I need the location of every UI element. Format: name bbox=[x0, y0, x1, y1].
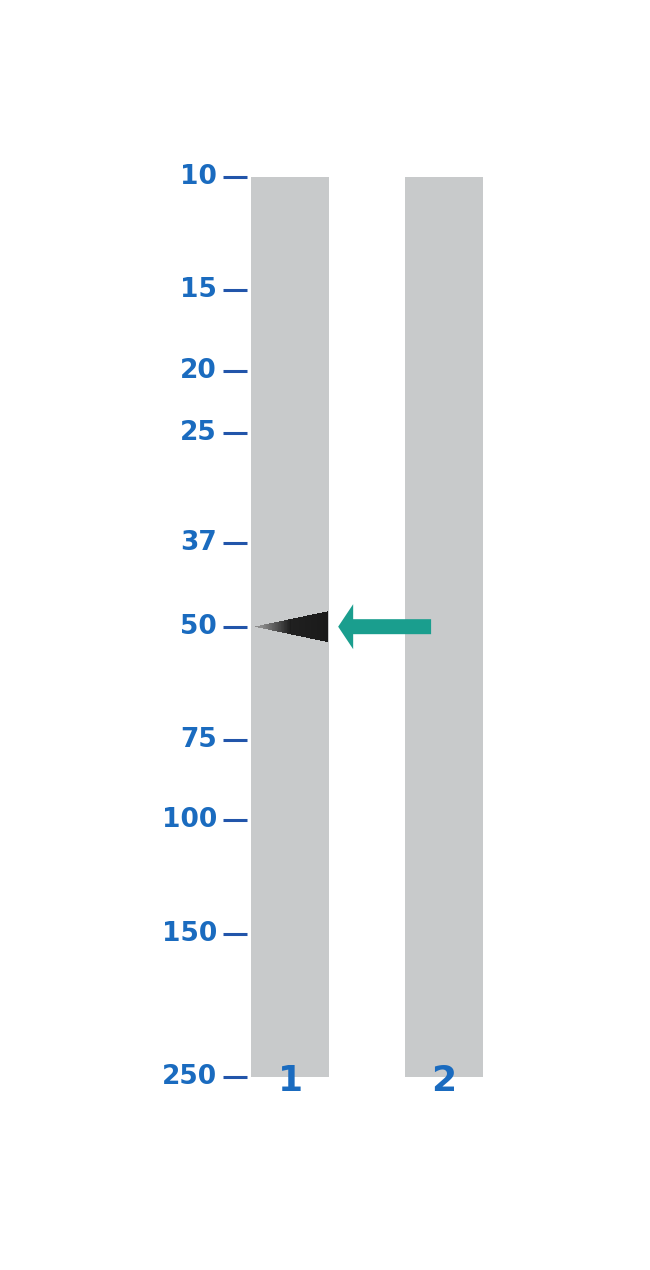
Text: 25: 25 bbox=[180, 420, 217, 446]
Bar bbox=[300, 617, 301, 636]
Bar bbox=[304, 616, 306, 638]
Text: 15: 15 bbox=[180, 277, 217, 304]
Bar bbox=[323, 612, 324, 641]
Bar bbox=[297, 617, 298, 636]
Bar bbox=[311, 615, 312, 639]
Bar bbox=[265, 625, 266, 629]
Bar bbox=[291, 618, 292, 635]
Bar bbox=[268, 624, 270, 630]
Text: 150: 150 bbox=[162, 921, 217, 946]
Bar bbox=[302, 616, 303, 636]
Bar bbox=[275, 622, 276, 631]
Bar bbox=[309, 615, 311, 639]
Bar bbox=[316, 613, 317, 640]
Bar bbox=[320, 612, 321, 640]
Bar bbox=[282, 621, 283, 632]
Bar bbox=[262, 625, 263, 629]
Bar bbox=[286, 620, 287, 634]
Bar bbox=[295, 618, 296, 635]
Bar bbox=[314, 613, 315, 639]
Bar bbox=[322, 612, 323, 641]
Bar bbox=[267, 624, 268, 630]
Bar bbox=[308, 615, 309, 638]
Bar bbox=[257, 626, 258, 627]
Bar bbox=[326, 611, 327, 641]
Bar bbox=[266, 624, 267, 630]
Bar bbox=[285, 620, 286, 634]
Bar bbox=[313, 615, 314, 639]
Text: 10: 10 bbox=[180, 164, 217, 189]
Bar bbox=[293, 618, 294, 635]
Text: 50: 50 bbox=[180, 613, 217, 640]
Bar bbox=[324, 612, 326, 641]
Bar bbox=[307, 616, 308, 638]
Bar bbox=[281, 621, 282, 632]
Bar bbox=[274, 622, 275, 631]
Text: 37: 37 bbox=[180, 530, 217, 555]
Bar bbox=[405, 177, 483, 1077]
Bar bbox=[319, 613, 320, 640]
Bar bbox=[252, 177, 330, 1077]
Bar bbox=[280, 621, 281, 632]
Bar bbox=[288, 620, 289, 634]
Bar bbox=[271, 624, 272, 630]
Bar bbox=[273, 622, 274, 631]
Bar bbox=[260, 625, 261, 627]
Bar bbox=[259, 626, 260, 627]
Bar bbox=[318, 613, 319, 640]
Text: 1: 1 bbox=[278, 1064, 303, 1099]
Bar bbox=[292, 618, 293, 635]
Bar bbox=[294, 618, 295, 635]
Bar bbox=[263, 625, 264, 629]
Bar bbox=[272, 622, 273, 631]
Bar bbox=[279, 621, 280, 632]
Bar bbox=[287, 620, 288, 634]
Bar bbox=[312, 615, 313, 639]
Bar bbox=[299, 617, 300, 636]
Bar bbox=[261, 625, 262, 629]
Text: 2: 2 bbox=[432, 1064, 456, 1099]
Bar bbox=[277, 622, 278, 631]
Bar bbox=[270, 624, 271, 630]
Bar bbox=[301, 617, 302, 636]
Bar bbox=[317, 613, 318, 640]
Bar bbox=[315, 613, 316, 640]
Bar bbox=[327, 611, 328, 643]
Bar bbox=[264, 625, 265, 629]
Bar bbox=[303, 616, 304, 638]
Bar bbox=[284, 620, 285, 634]
Text: 250: 250 bbox=[162, 1063, 217, 1090]
Bar bbox=[289, 620, 291, 634]
Bar bbox=[306, 616, 307, 638]
Bar bbox=[258, 626, 259, 627]
Bar bbox=[283, 621, 284, 632]
Bar bbox=[321, 612, 322, 641]
Text: 20: 20 bbox=[180, 358, 217, 384]
Bar bbox=[298, 617, 299, 636]
Bar bbox=[276, 622, 277, 631]
Text: 75: 75 bbox=[180, 726, 217, 753]
Bar bbox=[296, 617, 297, 635]
Text: 100: 100 bbox=[162, 808, 217, 833]
Bar bbox=[278, 621, 279, 632]
